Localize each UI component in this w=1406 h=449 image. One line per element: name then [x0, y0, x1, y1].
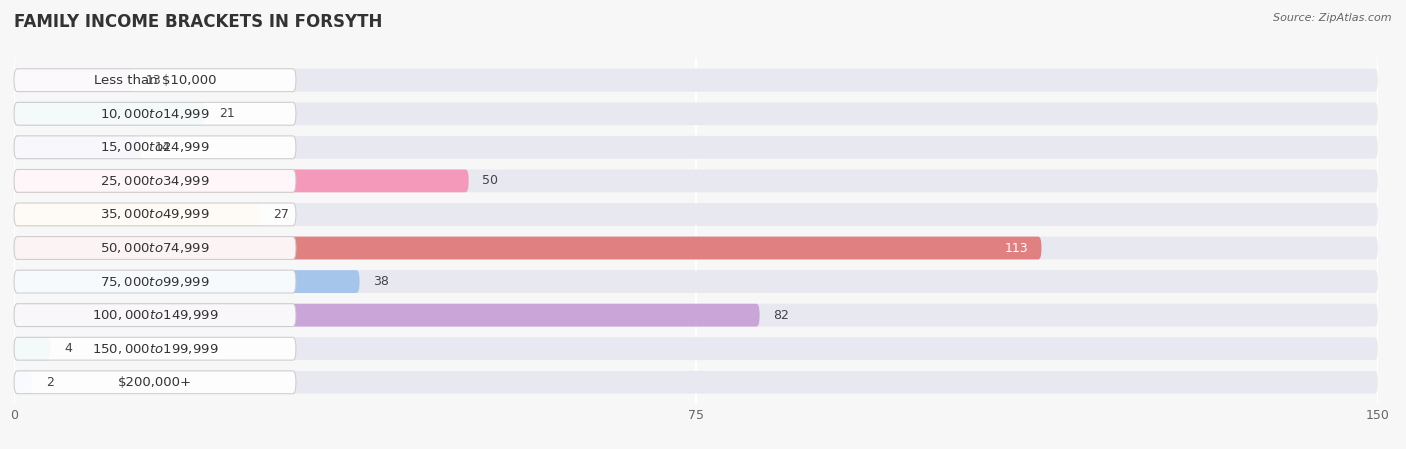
- FancyBboxPatch shape: [14, 169, 295, 192]
- FancyBboxPatch shape: [14, 203, 1378, 226]
- FancyBboxPatch shape: [14, 270, 1378, 293]
- Text: 82: 82: [773, 308, 789, 321]
- Text: 50: 50: [482, 174, 498, 187]
- FancyBboxPatch shape: [14, 69, 1378, 92]
- FancyBboxPatch shape: [14, 203, 260, 226]
- FancyBboxPatch shape: [14, 337, 1378, 360]
- Text: 14: 14: [155, 141, 170, 154]
- Text: $15,000 to $24,999: $15,000 to $24,999: [100, 141, 209, 154]
- Text: Source: ZipAtlas.com: Source: ZipAtlas.com: [1274, 13, 1392, 23]
- Text: $75,000 to $99,999: $75,000 to $99,999: [100, 275, 209, 289]
- FancyBboxPatch shape: [14, 102, 295, 125]
- FancyBboxPatch shape: [14, 371, 1378, 394]
- FancyBboxPatch shape: [14, 237, 1378, 260]
- FancyBboxPatch shape: [14, 304, 759, 326]
- FancyBboxPatch shape: [14, 371, 295, 394]
- Text: $200,000+: $200,000+: [118, 376, 193, 389]
- FancyBboxPatch shape: [14, 169, 468, 192]
- Text: FAMILY INCOME BRACKETS IN FORSYTH: FAMILY INCOME BRACKETS IN FORSYTH: [14, 13, 382, 31]
- FancyBboxPatch shape: [14, 237, 295, 260]
- Text: $150,000 to $199,999: $150,000 to $199,999: [91, 342, 218, 356]
- FancyBboxPatch shape: [14, 102, 205, 125]
- FancyBboxPatch shape: [14, 203, 295, 226]
- Text: $25,000 to $34,999: $25,000 to $34,999: [100, 174, 209, 188]
- FancyBboxPatch shape: [14, 337, 295, 360]
- FancyBboxPatch shape: [14, 136, 1378, 159]
- Text: $35,000 to $49,999: $35,000 to $49,999: [100, 207, 209, 221]
- Text: 113: 113: [1004, 242, 1028, 255]
- FancyBboxPatch shape: [14, 371, 32, 394]
- FancyBboxPatch shape: [14, 102, 1378, 125]
- FancyBboxPatch shape: [14, 237, 1042, 260]
- FancyBboxPatch shape: [14, 304, 1378, 326]
- Text: $50,000 to $74,999: $50,000 to $74,999: [100, 241, 209, 255]
- FancyBboxPatch shape: [14, 69, 295, 92]
- Text: 2: 2: [46, 376, 53, 389]
- FancyBboxPatch shape: [14, 270, 360, 293]
- FancyBboxPatch shape: [14, 69, 132, 92]
- FancyBboxPatch shape: [14, 136, 142, 159]
- Text: 4: 4: [65, 342, 72, 355]
- Text: 21: 21: [219, 107, 235, 120]
- Text: $10,000 to $14,999: $10,000 to $14,999: [100, 107, 209, 121]
- FancyBboxPatch shape: [14, 304, 295, 326]
- Text: 13: 13: [146, 74, 162, 87]
- Text: 38: 38: [373, 275, 389, 288]
- Text: Less than $10,000: Less than $10,000: [94, 74, 217, 87]
- FancyBboxPatch shape: [14, 169, 1378, 192]
- FancyBboxPatch shape: [14, 270, 295, 293]
- FancyBboxPatch shape: [14, 136, 295, 159]
- FancyBboxPatch shape: [14, 337, 51, 360]
- Text: 27: 27: [273, 208, 290, 221]
- Text: $100,000 to $149,999: $100,000 to $149,999: [91, 308, 218, 322]
